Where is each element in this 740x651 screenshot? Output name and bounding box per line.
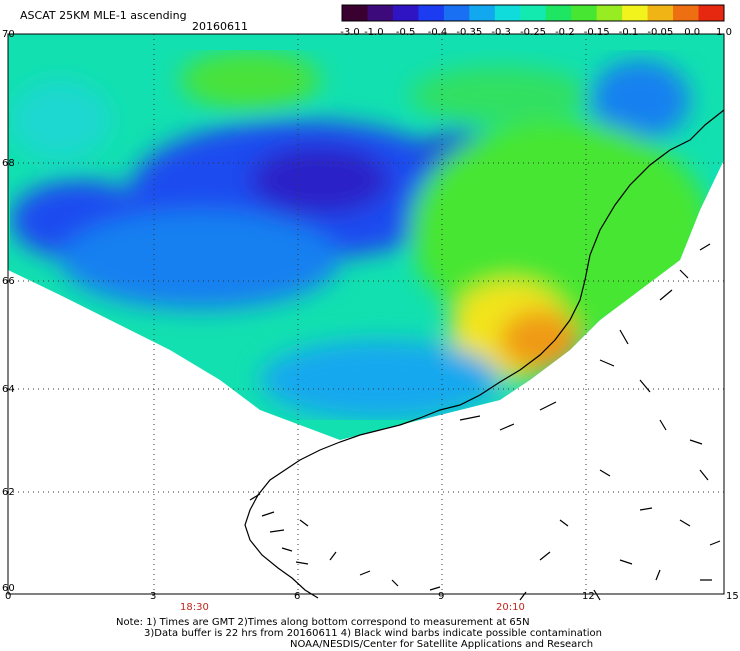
colorbar-label: -0.05: [647, 27, 674, 38]
colorbar-swatch: [571, 5, 598, 21]
colorbar-label: -0.25: [520, 27, 546, 38]
lat-tick-70: 70: [2, 29, 15, 40]
colorbar-label: -0.35: [456, 27, 483, 38]
colorbar-label: -0.15: [583, 27, 610, 38]
date-label: 20160611: [192, 20, 248, 33]
colorbar: [341, 4, 725, 22]
lon-tick-6: 6: [294, 591, 301, 602]
colorbar-label: -0.1: [618, 27, 639, 38]
coastline: [244, 109, 725, 601]
lat-lon-grid: [8, 34, 724, 594]
colorbar-swatch: [545, 5, 572, 21]
colorbar-swatch: [622, 5, 649, 21]
note-line-1: Note: 1) Times are GMT 2)Times along bot…: [116, 617, 530, 628]
colorbar-label: -1.0: [364, 27, 384, 38]
time-label-start: 18:30: [180, 602, 209, 613]
colorbar-label: -0.3: [491, 27, 511, 38]
lon-tick-15: 15: [726, 591, 739, 602]
colorbar-label: -0.5: [395, 27, 416, 38]
colorbar-label: -3.0: [340, 27, 360, 38]
lat-tick-68: 68: [2, 158, 15, 169]
note-line-2: 3)Data buffer is 22 hrs from 20160611 4)…: [144, 628, 602, 639]
lon-tick-3: 3: [150, 591, 157, 602]
colorbar-swatch: [520, 5, 547, 21]
colorbar-frame: [341, 4, 725, 22]
lat-tick-62: 62: [2, 487, 15, 498]
lat-tick-66: 66: [2, 276, 15, 287]
time-label-end: 20:10: [496, 602, 525, 613]
colorbar-swatch: [367, 5, 394, 21]
colorbar-swatch: [494, 5, 521, 21]
map-frame: [7, 33, 725, 595]
colorbar-swatch: [647, 5, 674, 21]
colorbar-swatch: [443, 5, 470, 21]
note-line-3: NOAA/NESDIS/Center for Satellite Applica…: [290, 639, 594, 650]
lon-tick-9: 9: [438, 591, 445, 602]
colorbar-swatch: [673, 5, 700, 21]
colorbar-swatch: [342, 5, 368, 21]
lon-tick-0: 0: [5, 591, 12, 602]
wind-data-swath: [8, 34, 724, 440]
colorbar-label: 1.0: [716, 27, 732, 38]
colorbar-label: -0.2: [555, 27, 575, 38]
colorbar-swatch: [469, 5, 496, 21]
colorbar-swatch: [392, 5, 419, 21]
colorbar-label: -0.4: [427, 27, 448, 38]
lon-tick-12: 12: [582, 591, 595, 602]
product-title: ASCAT 25KM MLE-1 ascending: [20, 9, 187, 22]
colorbar-swatch: [418, 5, 445, 21]
lat-tick-64: 64: [2, 384, 15, 395]
colorbar-swatch: [698, 5, 725, 21]
lat-tick-60: 60: [2, 583, 15, 594]
colorbar-label: 0.0: [684, 27, 701, 38]
colorbar-swatch: [596, 5, 623, 21]
